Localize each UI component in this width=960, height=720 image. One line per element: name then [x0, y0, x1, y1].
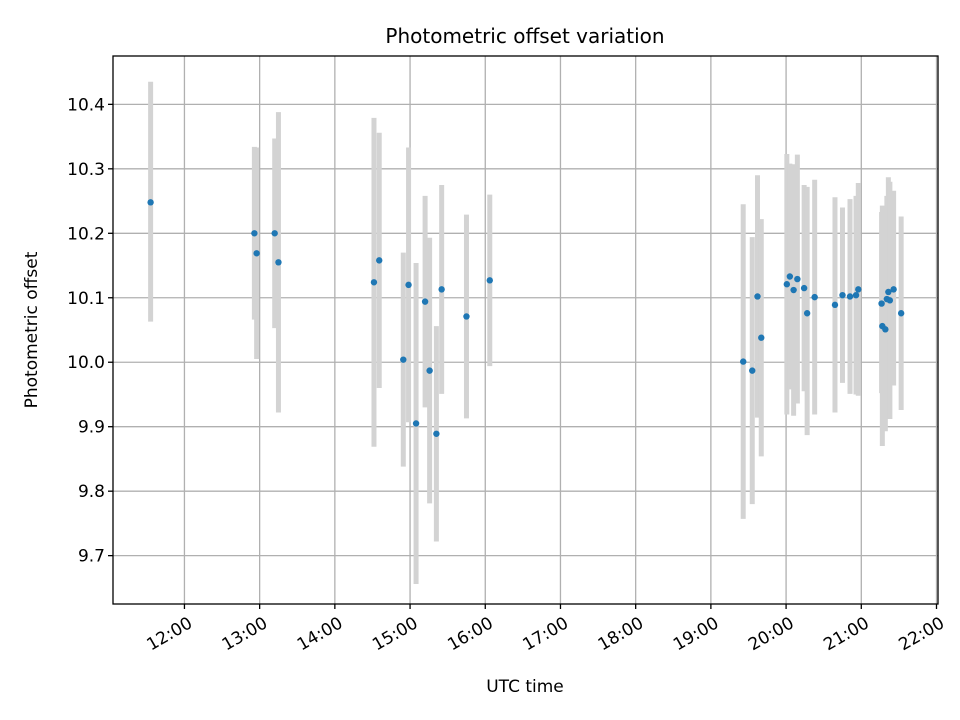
y-tick-label: 10.0	[67, 353, 105, 373]
x-axis-label: UTC time	[486, 677, 564, 697]
data-point	[400, 356, 407, 363]
y-tick-label: 10.4	[67, 95, 105, 115]
data-point	[749, 367, 756, 374]
y-axis-ticks: 9.7 9.8 9.9 10.0 10.1 10.2 10.3 10.4	[67, 95, 113, 567]
data-point	[433, 430, 440, 437]
data-point	[839, 291, 846, 299]
data-point	[754, 293, 761, 300]
data-point	[486, 277, 493, 284]
data-point	[275, 259, 282, 266]
data-point	[251, 230, 258, 237]
y-tick-label: 9.7	[78, 547, 105, 567]
data-point	[852, 291, 860, 299]
data-point	[800, 284, 808, 292]
data-point	[878, 300, 885, 307]
data-point	[831, 301, 839, 309]
data-point	[886, 297, 894, 304]
data-point	[438, 286, 445, 293]
y-tick-label: 10.2	[67, 224, 105, 244]
data-point	[253, 250, 260, 257]
plot-area-frame	[112, 55, 939, 605]
data-point	[786, 273, 794, 280]
data-point	[412, 420, 420, 427]
y-tick-label: 10.1	[67, 289, 105, 309]
data-point	[376, 257, 383, 264]
data-point	[421, 298, 429, 305]
data-points	[147, 199, 905, 437]
data-point	[370, 279, 378, 286]
data-point	[790, 286, 797, 294]
data-point	[271, 230, 278, 237]
data-point	[426, 367, 433, 374]
y-axis-label: Photometric offset	[22, 251, 42, 408]
data-point	[405, 281, 412, 289]
data-point	[803, 310, 811, 317]
y-tick-label: 10.3	[67, 160, 105, 180]
data-point	[811, 293, 818, 301]
data-point	[897, 310, 905, 317]
y-tick-label: 9.8	[78, 482, 105, 502]
data-point	[740, 358, 747, 365]
data-point	[855, 286, 862, 293]
data-point	[147, 199, 154, 206]
data-point	[890, 286, 897, 293]
data-point	[882, 326, 889, 333]
y-tick-label: 9.9	[78, 418, 105, 438]
chart-title: Photometric offset variation	[385, 24, 664, 48]
grid	[113, 56, 938, 604]
data-point	[758, 334, 765, 341]
data-point	[463, 313, 470, 320]
data-point	[783, 281, 791, 288]
data-point	[794, 275, 801, 283]
data-point	[846, 293, 854, 300]
data-point	[885, 288, 892, 296]
